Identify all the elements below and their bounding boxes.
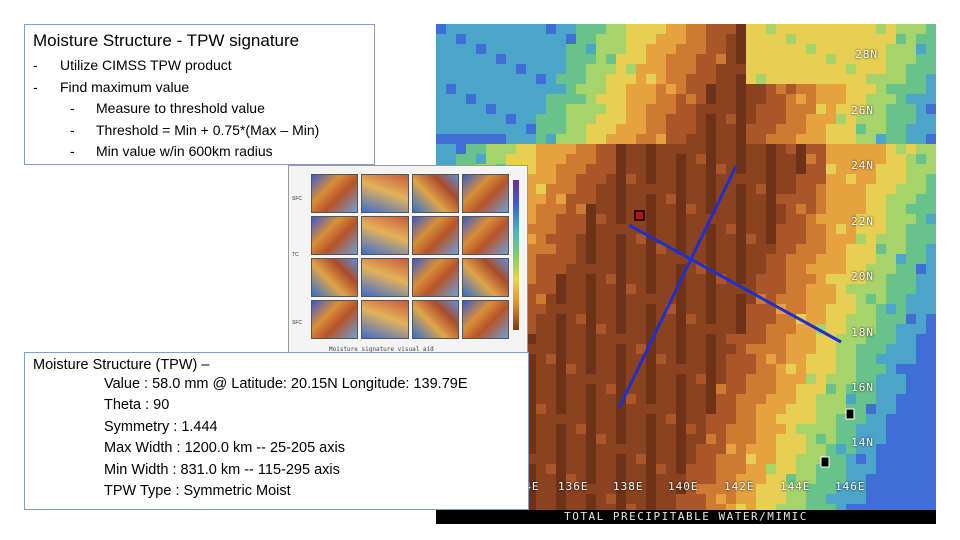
longitude-label: 146E [835, 480, 866, 493]
bullet-text: Min value w/in 600km radius [96, 143, 273, 159]
summary-bullet-list: - Utilize CIMSS TPW product - Find maximum … [33, 55, 366, 163]
bullet-dash: - [70, 121, 75, 138]
max-value-marker [634, 210, 645, 221]
result-metric: Value : 58.0 mm @ Latitude: 20.15N Longi… [104, 376, 468, 392]
thumbnail-panel [311, 258, 359, 297]
longitude-label: 138E [613, 480, 644, 493]
summary-bullet: - Threshold = Min + 0.75*(Max – Min) [33, 120, 366, 142]
longitude-label: 140E [668, 480, 699, 493]
latitude-label: 20N [851, 270, 874, 283]
result-title: Moisture Structure (TPW) – [33, 357, 210, 373]
thumbnail-panel [411, 300, 459, 339]
bullet-text: Find maximum value [60, 78, 190, 95]
bullet-text: Threshold = Min + 0.75*(Max – Min) [96, 121, 320, 138]
thumbnail-caption: Moisture signature visual aid [329, 346, 434, 353]
thumbnail-panel [461, 300, 509, 339]
summary-bullet: - Utilize CIMSS TPW product [33, 55, 366, 77]
latitude-label: 14N [851, 436, 874, 449]
max-width-axis-line [617, 165, 738, 409]
latitude-label: 26N [851, 104, 874, 117]
longitude-labels: 134E136E138E140E142E144E146E [509, 480, 936, 494]
result-metric: TPW Type : Symmetric Moist [104, 483, 291, 500]
thumbnail-panel [461, 216, 509, 255]
tpw-result-box: Moisture Structure (TPW) – Value : 58.0 … [24, 352, 529, 510]
longitude-label: 142E [724, 480, 755, 493]
result-metric-list: Value : 58.0 mm @ Latitude: 20.15N Longi… [33, 374, 520, 502]
bullet-dash: - [33, 78, 38, 95]
result-metric: Max Width : 1200.0 km -- 25-205 axis [104, 440, 345, 457]
latitude-label: 18N [851, 326, 874, 339]
moisture-signature-thumbnail: SFC TC SFC Moisture signature visual aid [288, 165, 528, 355]
thumbnail-panel [411, 216, 459, 255]
summary-bullet: - Find maximum value [33, 77, 366, 99]
thumbnail-panel [461, 258, 509, 297]
thumbnail-panel [311, 174, 359, 213]
min-width-axis-line [628, 223, 842, 344]
thumbnail-panel [361, 174, 409, 213]
bullet-dash: - [33, 57, 38, 73]
thumbnail-panel [411, 258, 459, 297]
thumbnail-grid [311, 174, 509, 339]
thumbnail-panel [361, 216, 409, 255]
signature-summary-box: Moisture Structure - TPW signature - Util… [24, 24, 375, 165]
station-glyph [845, 408, 855, 420]
bullet-dash: - [70, 100, 75, 116]
longitude-label: 144E [780, 480, 811, 493]
result-metric: Min Width : 831.0 km -- 115-295 axis [104, 461, 340, 478]
thumbnail-panel [311, 216, 359, 255]
thumbnail-panel [411, 174, 459, 213]
station-glyph [820, 456, 830, 468]
thumbnail-panel [311, 300, 359, 339]
latitude-label: 16N [851, 381, 874, 394]
thumb-row-label: TC [292, 252, 299, 258]
result-metric: Theta : 90 [104, 397, 170, 414]
bullet-text: Measure to threshold value [96, 100, 265, 116]
thumbnail-panel [461, 174, 509, 213]
summary-bullet: - Measure to threshold value [33, 98, 366, 120]
summary-title: Moisture Structure - TPW signature [33, 31, 300, 50]
longitude-label: 136E [558, 480, 589, 493]
result-metric: Symmetry : 1.444 [104, 418, 218, 435]
bullet-dash: - [70, 143, 75, 159]
thumbnail-colorbar [513, 180, 519, 330]
thumb-row-label: SFC [292, 196, 302, 202]
latitude-label: 22N [851, 215, 874, 228]
bullet-text: Utilize CIMSS TPW product [60, 57, 232, 73]
thumbnail-panel [361, 258, 409, 297]
latitude-label: 28N [855, 48, 878, 61]
thumbnail-panel [361, 300, 409, 339]
thumb-row-label: SFC [292, 320, 302, 326]
map-caption: TOTAL PRECIPITABLE WATER/MIMIC [436, 510, 936, 524]
latitude-label: 24N [851, 159, 874, 172]
summary-bullet: - Min value w/in 600km radius [33, 141, 366, 163]
